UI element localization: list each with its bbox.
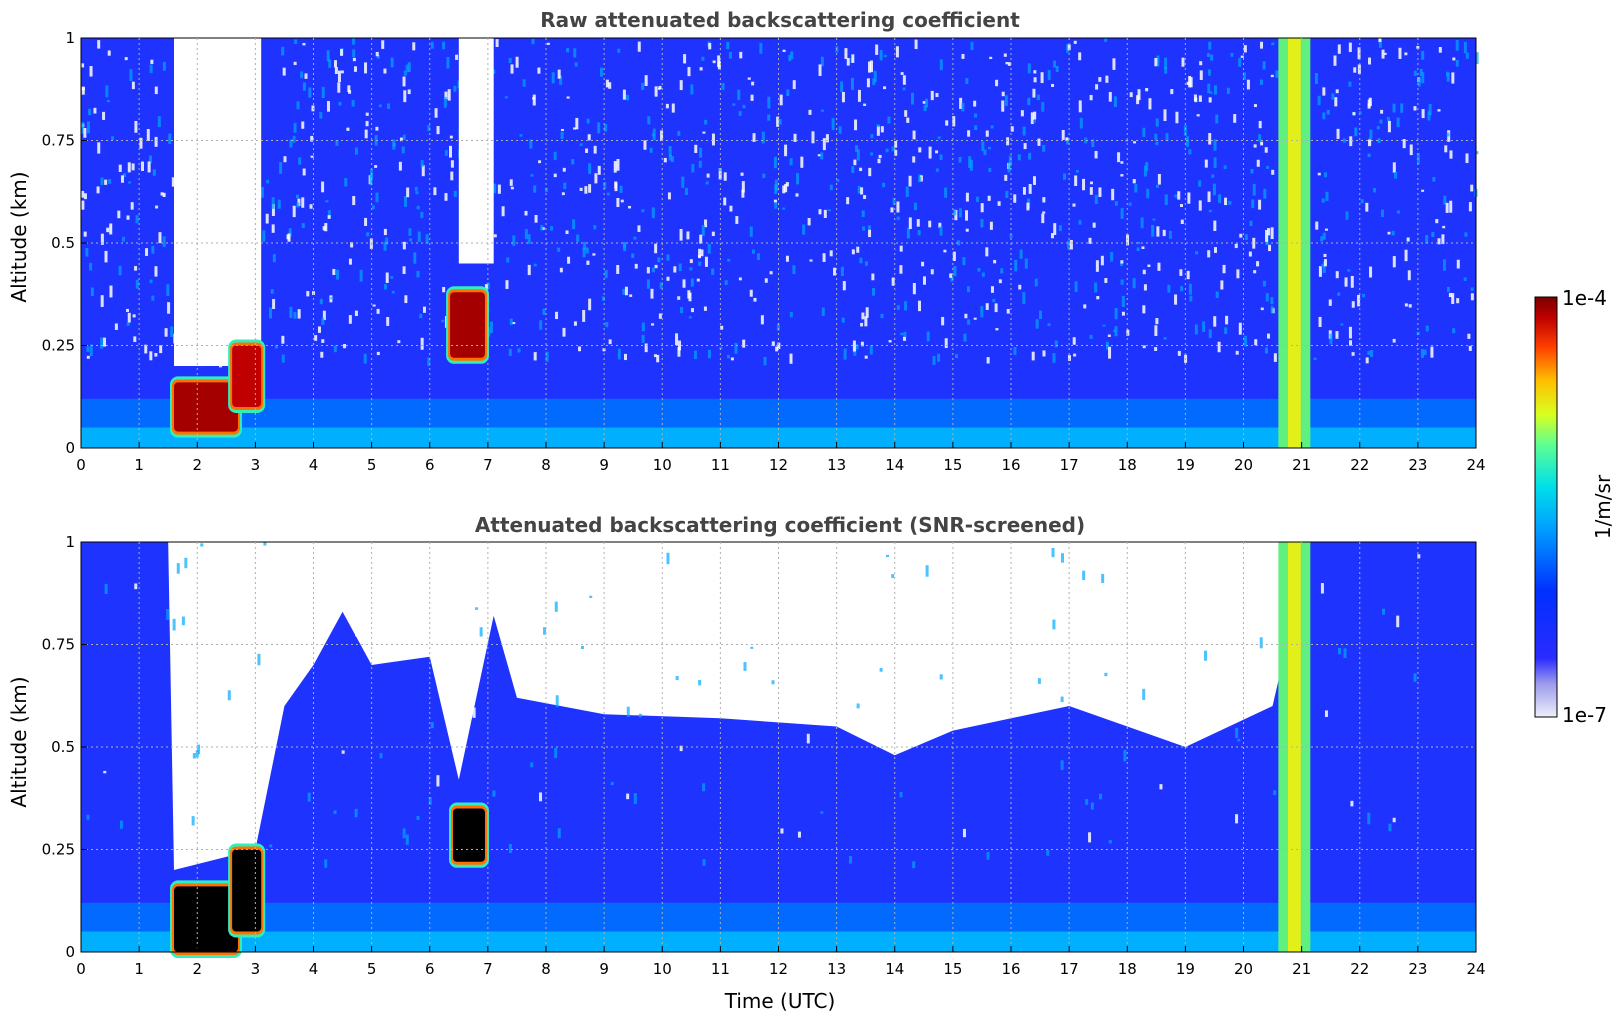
x-tick-label: 16 <box>1001 456 1020 474</box>
feature-core <box>232 345 262 407</box>
colorbar-unit-label: 1/m/sr <box>1591 474 1615 539</box>
x-tick-label: 2 <box>192 960 202 978</box>
y-tick-label: 0.75 <box>42 132 75 150</box>
x-tick-label: 0 <box>76 456 86 474</box>
grid <box>81 38 1476 448</box>
x-tick-label: 17 <box>1060 456 1079 474</box>
y-tick-label: 0.75 <box>42 636 75 654</box>
x-tick-label: 22 <box>1350 456 1369 474</box>
x-tick-label: 20 <box>1234 456 1253 474</box>
x-tick-label: 18 <box>1118 456 1137 474</box>
y-axis-label: Altitude (km) <box>7 171 31 302</box>
x-tick-label: 12 <box>769 456 788 474</box>
x-tick-label: 11 <box>711 456 730 474</box>
x-tick-label: 7 <box>483 960 493 978</box>
x-tick-label: 2 <box>192 456 202 474</box>
x-tick-label: 9 <box>599 960 609 978</box>
x-tick-label: 23 <box>1408 960 1427 978</box>
x-axis-label: Time (UTC) <box>724 989 836 1013</box>
x-tick-label: 5 <box>367 456 377 474</box>
x-tick-label: 6 <box>425 456 435 474</box>
x-tick-label: 7 <box>483 456 493 474</box>
x-tick-label: 14 <box>885 960 904 978</box>
noise-speckle <box>86 542 1421 869</box>
x-tick-label: 15 <box>943 456 962 474</box>
x-tick-label: 24 <box>1466 456 1485 474</box>
clear-region <box>458 38 494 264</box>
backscatter-field <box>81 542 1476 958</box>
y-tick-label: 1 <box>65 29 75 47</box>
grid <box>81 542 1476 952</box>
x-tick-label: 5 <box>367 960 377 978</box>
x-tick-label: 15 <box>943 960 962 978</box>
colorbar-gradient <box>1534 296 1558 718</box>
feature-core <box>232 849 262 932</box>
x-tick-label: 9 <box>599 456 609 474</box>
x-tick-label: 6 <box>425 960 435 978</box>
raw-backscatter-panel: Raw attenuated backscattering coefficien… <box>7 8 1486 474</box>
x-tick-label: 4 <box>309 960 319 978</box>
colorbar-min-label: 1e-7 <box>1562 703 1607 727</box>
x-tick-label: 22 <box>1350 960 1369 978</box>
x-tick-label: 16 <box>1001 960 1020 978</box>
x-tick-label: 17 <box>1060 960 1079 978</box>
x-tick-label: 8 <box>541 960 551 978</box>
y-tick-label: 1 <box>65 533 75 551</box>
y-tick-label: 0 <box>65 943 75 961</box>
x-tick-label: 3 <box>251 960 261 978</box>
colorbar: 1e-4 1e-7 1/m/sr <box>1534 286 1615 727</box>
feature-core <box>174 382 238 432</box>
feature-core <box>450 292 485 358</box>
x-tick-label: 1 <box>134 960 144 978</box>
x-tick-label: 11 <box>711 960 730 978</box>
y-tick-label: 0 <box>65 439 75 457</box>
x-tick-label: 1 <box>134 456 144 474</box>
x-tick-label: 10 <box>653 456 672 474</box>
x-tick-label: 18 <box>1118 960 1137 978</box>
y-tick-label: 0.5 <box>51 738 75 756</box>
y-axis-label: Altitude (km) <box>7 676 31 807</box>
x-tick-label: 21 <box>1292 456 1311 474</box>
x-tick-label: 19 <box>1176 456 1195 474</box>
x-tick-label: 8 <box>541 456 551 474</box>
chart-title: Attenuated backscattering coefficient (S… <box>475 513 1085 537</box>
x-tick-label: 10 <box>653 960 672 978</box>
clear-region <box>174 38 262 366</box>
x-tick-label: 19 <box>1176 960 1195 978</box>
x-tick-label: 0 <box>76 960 86 978</box>
rain-column-core <box>1287 38 1301 448</box>
x-tick-label: 4 <box>309 456 319 474</box>
rain-column-core <box>1287 542 1301 952</box>
x-tick-label: 23 <box>1408 456 1427 474</box>
x-tick-label: 20 <box>1234 960 1253 978</box>
feature-core <box>174 886 238 952</box>
x-tick-label: 12 <box>769 960 788 978</box>
x-tick-label: 14 <box>885 456 904 474</box>
x-tick-label: 24 <box>1466 960 1485 978</box>
y-tick-label: 0.25 <box>42 841 75 859</box>
chart-title: Raw attenuated backscattering coefficien… <box>540 8 1020 32</box>
x-tick-label: 3 <box>251 456 261 474</box>
y-tick-label: 0.25 <box>42 337 75 355</box>
x-tick-label: 13 <box>827 960 846 978</box>
snr-screened-backscatter-panel: Attenuated backscattering coefficient (S… <box>7 513 1486 1013</box>
x-tick-label: 21 <box>1292 960 1311 978</box>
backscatter-field <box>81 38 1479 448</box>
x-tick-label: 13 <box>827 456 846 474</box>
colorbar-max-label: 1e-4 <box>1562 286 1607 310</box>
feature-core <box>453 808 485 862</box>
y-tick-label: 0.5 <box>51 234 75 252</box>
